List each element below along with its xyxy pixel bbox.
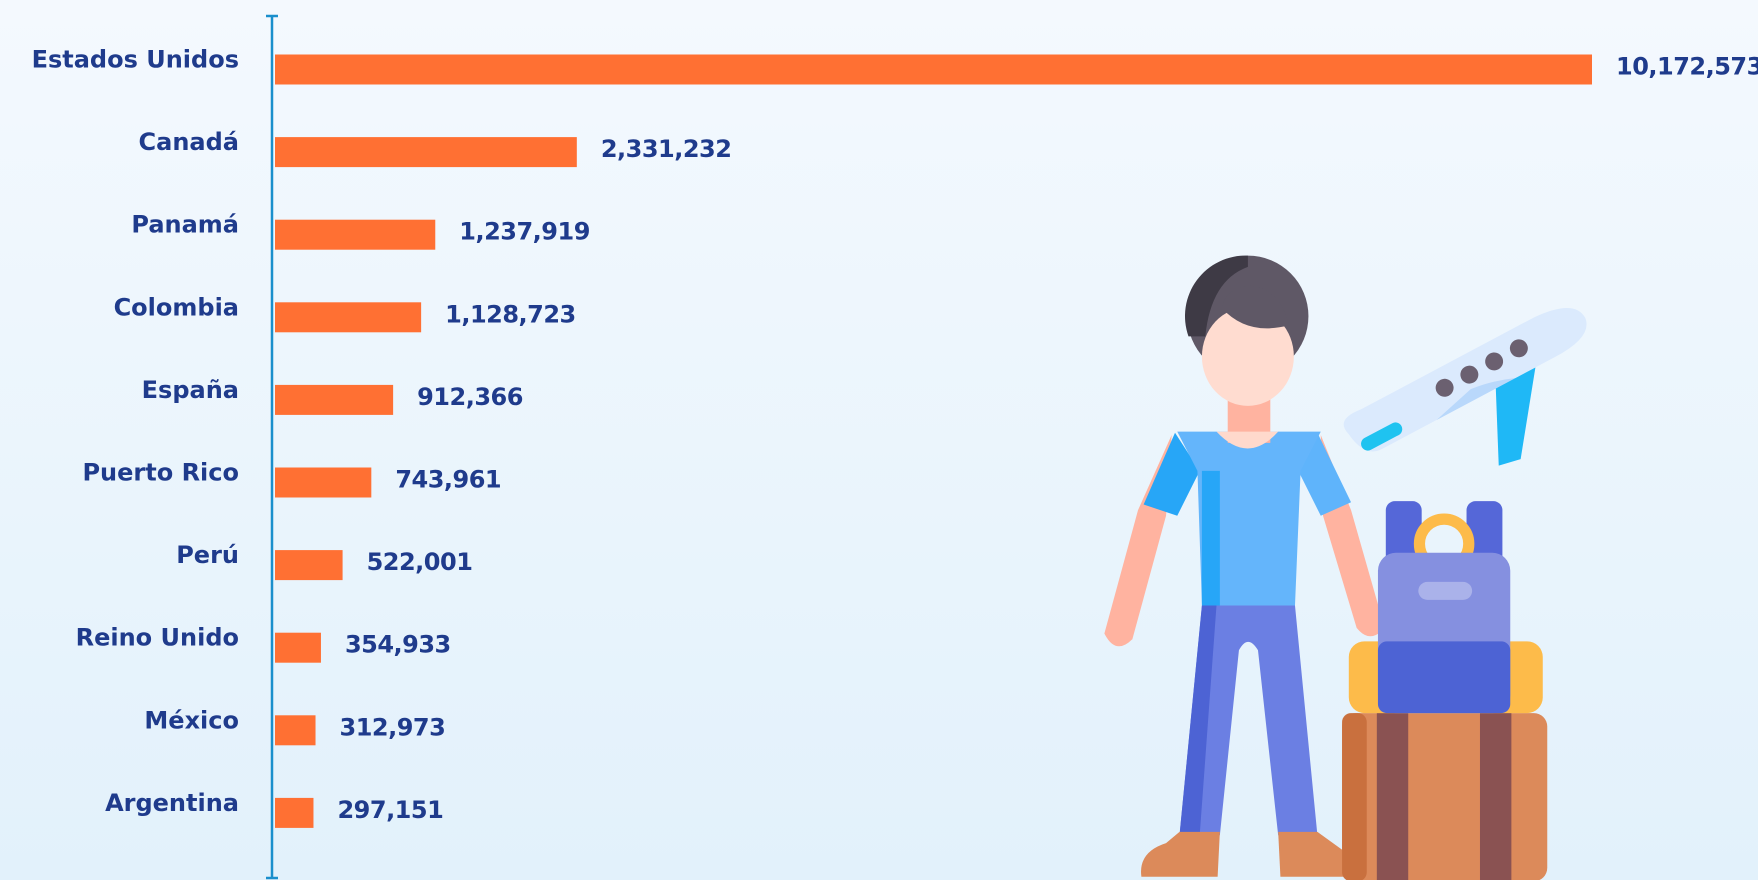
traveler-illustration	[1104, 256, 1629, 880]
bar	[275, 715, 316, 745]
value-label: 1,128,723	[445, 300, 576, 328]
value-label: 312,973	[340, 713, 446, 741]
category-label: Reino Unido	[76, 624, 239, 652]
luggage	[1342, 501, 1547, 880]
category-label: Panamá	[131, 211, 239, 239]
airplane	[1340, 296, 1629, 526]
value-label: 10,172,573	[1616, 53, 1758, 81]
category-label: Argentina	[105, 789, 239, 817]
value-label: 912,366	[417, 383, 523, 411]
category-label: Perú	[176, 541, 239, 569]
page: Chart {"chart_data": {"type": "bar", "or…	[0, 0, 1758, 880]
value-label: 1,237,919	[459, 218, 590, 246]
bar	[275, 385, 393, 415]
page-body: Estados Unidos 10,172,573 Canadá 2,331,232 P…	[0, 0, 1758, 880]
bar	[275, 468, 371, 498]
bar	[275, 220, 435, 250]
value-label: 297,151	[337, 796, 443, 824]
bar	[275, 550, 343, 580]
chart: Estados Unidos 10,172,573 Canadá 2,331,232 P…	[0, 0, 1758, 880]
category-label: Puerto Rico	[82, 459, 239, 487]
value-label: 354,933	[345, 631, 451, 659]
category-label: Colombia	[114, 293, 239, 321]
bar	[275, 137, 577, 167]
bar	[275, 798, 313, 828]
bar	[275, 633, 321, 663]
category-label: España	[142, 376, 239, 404]
category-label: Canadá	[139, 128, 239, 156]
category-label: México	[144, 706, 239, 734]
bar	[275, 302, 421, 332]
value-label: 522,001	[367, 548, 473, 576]
value-label: 2,331,232	[601, 135, 732, 163]
value-label: 743,961	[395, 466, 501, 494]
category-label: Estados Unidos	[32, 46, 239, 74]
bar	[275, 55, 1592, 85]
